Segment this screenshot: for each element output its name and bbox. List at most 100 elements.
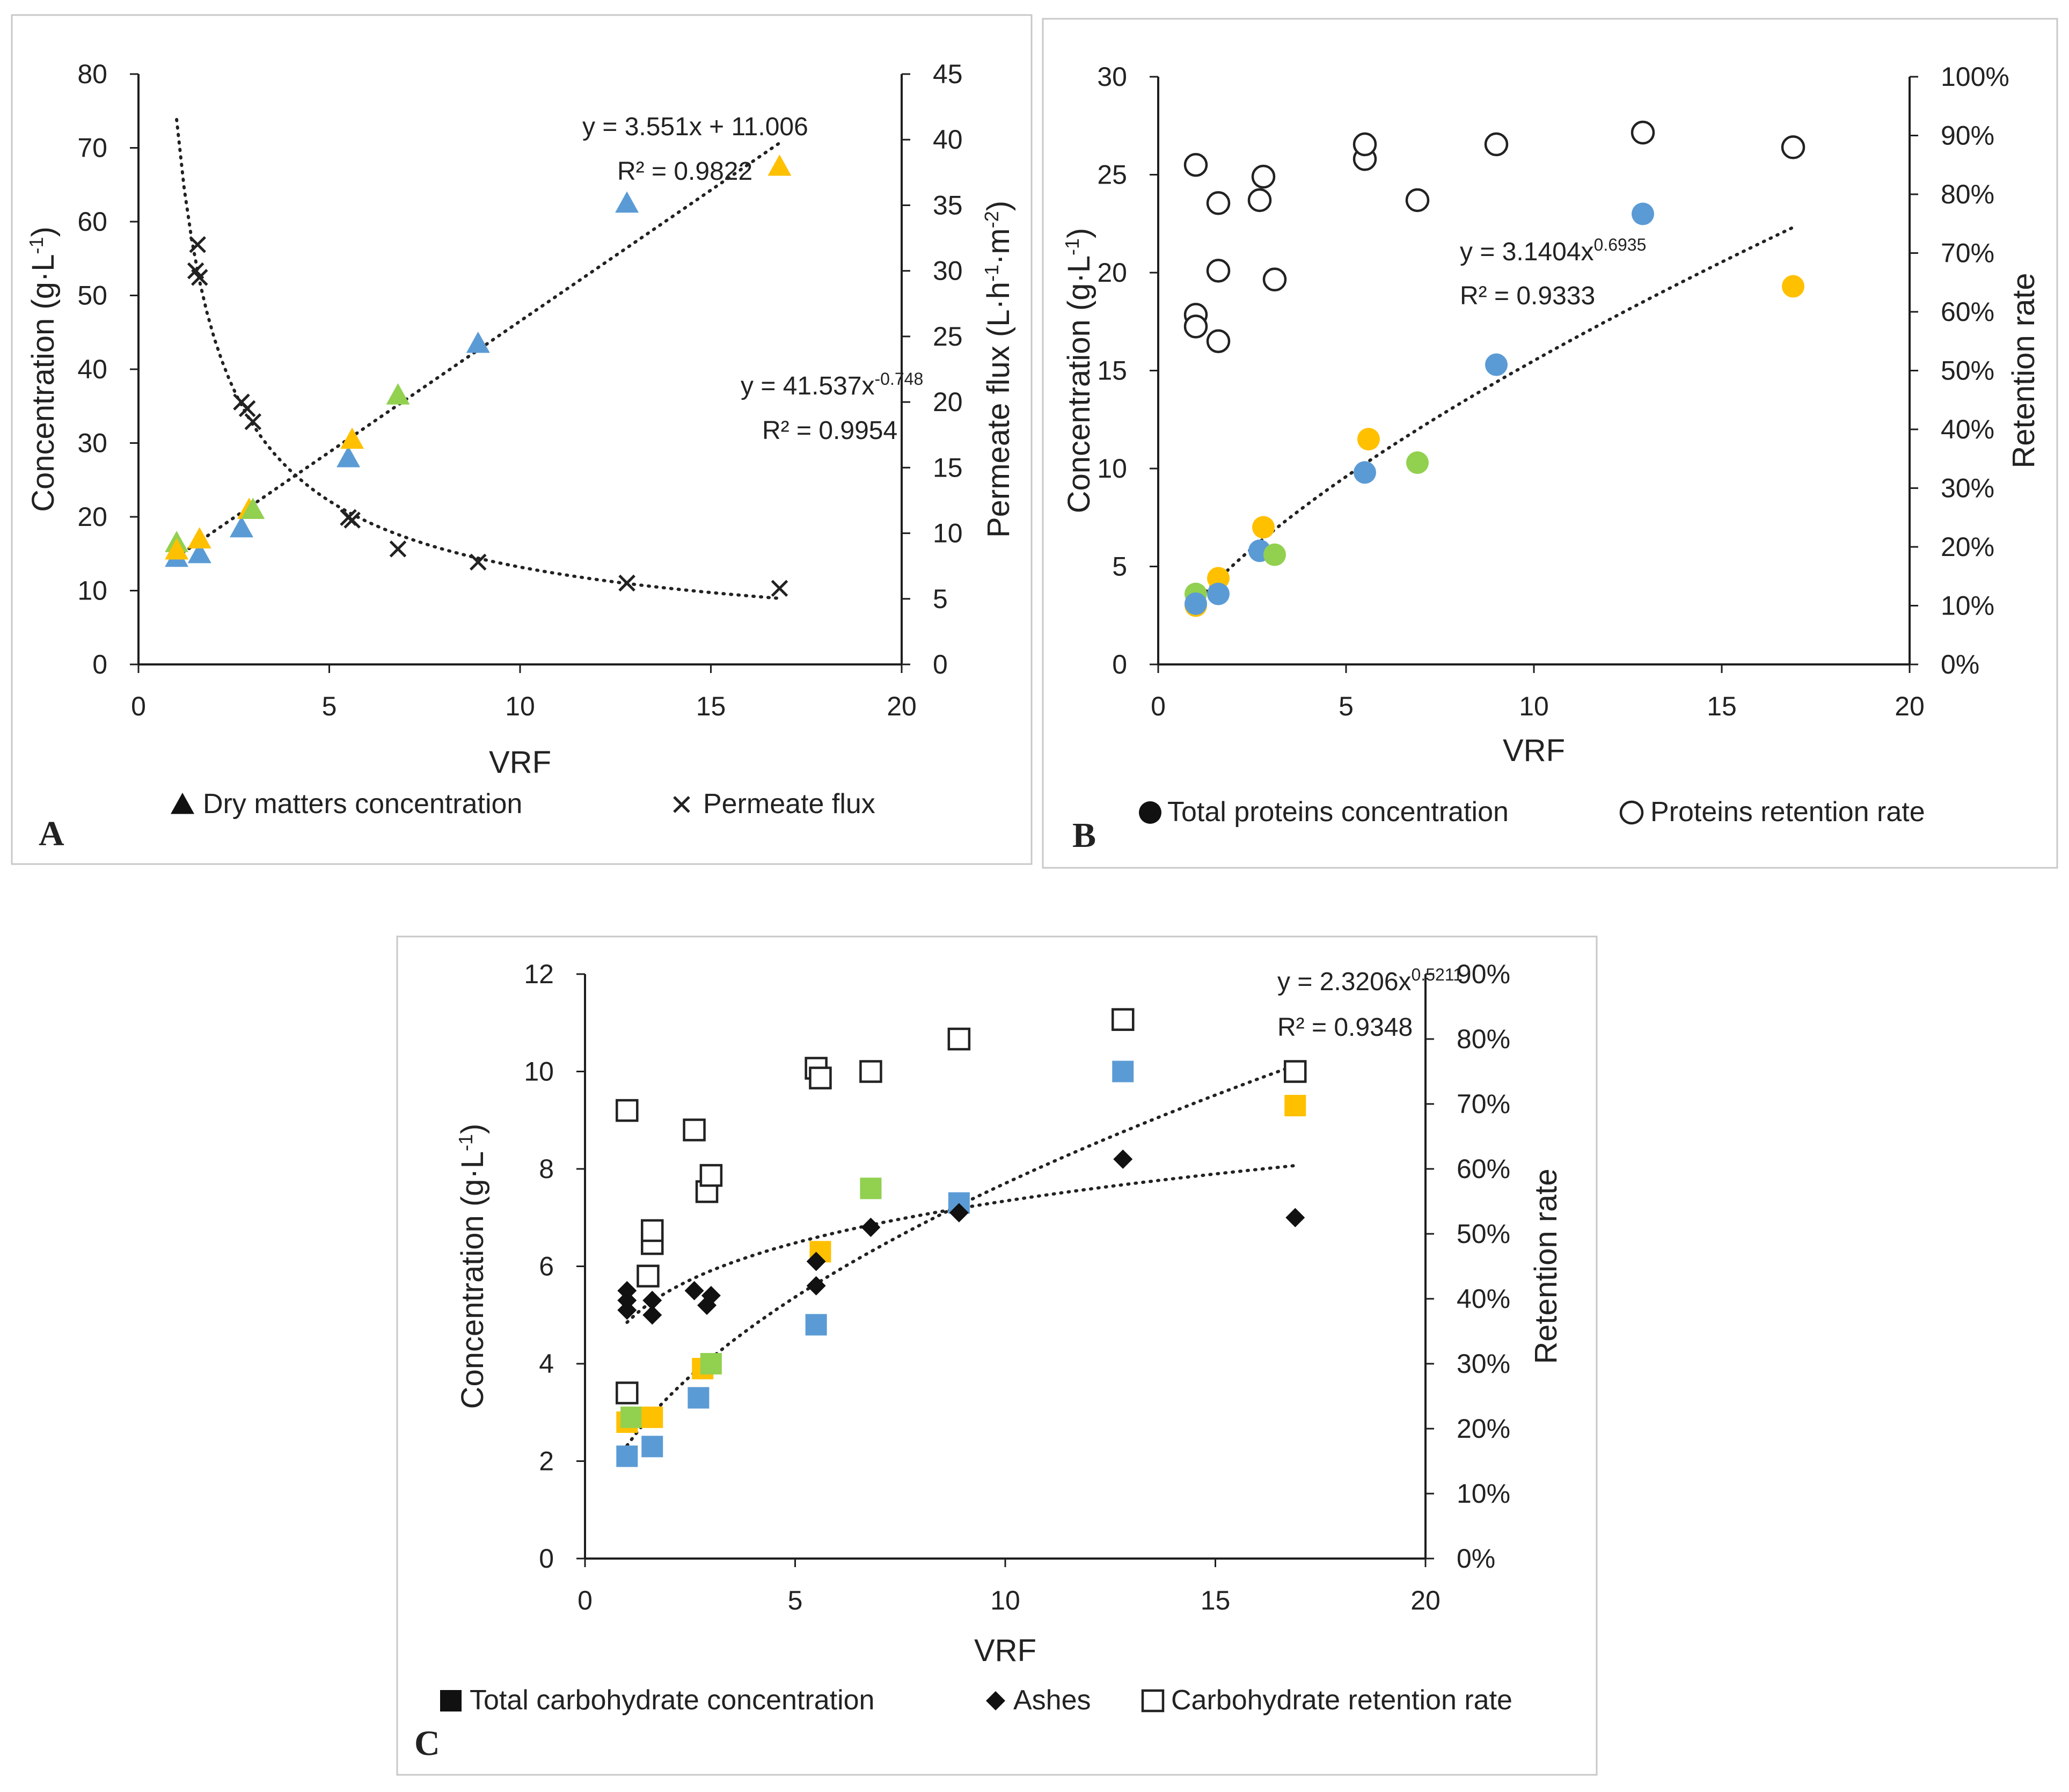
data-point <box>340 427 364 449</box>
y2-axis-label-part: Permeate flux (L·h <box>981 282 1016 538</box>
y2-tick-label: 0% <box>1457 1544 1495 1574</box>
data-point <box>616 1099 639 1122</box>
x-axis-label: VRF <box>1503 733 1565 768</box>
y-axis-label-part: -1 <box>455 1134 477 1151</box>
data-point <box>1247 188 1272 213</box>
data-point <box>806 1252 826 1271</box>
y2-tick-label: 0% <box>1941 649 1979 679</box>
data-point <box>642 1291 662 1311</box>
data-point <box>684 1281 704 1300</box>
y2-tick-label: 30% <box>1941 473 1994 503</box>
data-point <box>1111 1008 1135 1031</box>
y2-axis-label: Retention rate <box>2006 273 2041 468</box>
trend-r-squared: R² = 0.9348 <box>1277 1013 1413 1042</box>
data-point <box>1206 191 1231 215</box>
legend-marker <box>1139 801 1161 824</box>
y2-tick-label: 30% <box>1457 1349 1510 1379</box>
data-point <box>809 1066 832 1089</box>
data-point <box>641 1219 664 1242</box>
data-point <box>947 1027 971 1051</box>
data-point <box>1113 1149 1133 1169</box>
y-tick-label: 10 <box>524 1057 554 1087</box>
y2-tick-label: 60% <box>1457 1154 1510 1184</box>
data-point <box>1352 132 1377 157</box>
data-point <box>1185 592 1207 615</box>
trend-equation: y = 3.1404x0.6935 <box>1460 235 1646 266</box>
data-point <box>1207 567 1230 590</box>
y2-tick-label: 70% <box>1457 1089 1510 1119</box>
trend-equation-base: y = 41.537x <box>741 372 875 400</box>
legend-label: Dry matters concentration <box>203 788 522 820</box>
data-point <box>1112 1060 1134 1082</box>
y-tick-label: 80 <box>77 59 107 89</box>
x-tick-label: 20 <box>1895 691 1925 721</box>
panel-b-letter: B <box>1072 816 1096 855</box>
y-tick-label: 10 <box>1097 454 1127 484</box>
y2-tick-label: 10 <box>933 518 963 548</box>
data-point <box>238 400 256 418</box>
y-tick-label: 0 <box>1112 649 1127 679</box>
data-point <box>617 1291 637 1311</box>
trend-equation: y = 3.551x + 11.006 <box>582 113 808 141</box>
data-point <box>1406 451 1429 474</box>
y2-tick-label: 25 <box>933 321 963 352</box>
panel-c-frame <box>396 935 1598 1776</box>
data-point <box>683 1118 706 1142</box>
y2-tick-label: 50% <box>1941 356 1994 386</box>
data-point <box>1405 188 1430 213</box>
y-tick-label: 0 <box>539 1544 554 1574</box>
data-point <box>860 1177 882 1199</box>
data-point <box>165 538 189 560</box>
x-tick-label: 0 <box>1151 691 1166 721</box>
y2-tick-label: 70% <box>1941 238 1994 268</box>
y-axis-label-part: ) <box>455 1124 490 1134</box>
y2-tick-label: 50% <box>1457 1219 1510 1249</box>
data-point <box>949 1203 969 1223</box>
x-tick-label: 0 <box>131 691 146 721</box>
y2-tick-label: 90% <box>1457 959 1510 989</box>
trend-equation: y = 41.537x-0.748 <box>741 369 923 400</box>
y-tick-label: 0 <box>92 649 107 679</box>
data-point <box>1183 153 1208 177</box>
y2-tick-label: 20% <box>1457 1414 1510 1444</box>
y2-tick-label: 80% <box>1457 1024 1510 1054</box>
data-point <box>618 574 635 592</box>
x-tick-label: 15 <box>1707 691 1737 721</box>
data-point <box>244 413 262 430</box>
data-point <box>1357 428 1380 451</box>
y-tick-label: 30 <box>77 428 107 458</box>
y-tick-label: 8 <box>539 1154 554 1184</box>
data-point <box>642 1305 662 1325</box>
trend-equation-exponent: -0.748 <box>875 369 924 389</box>
y2-axis-label-part: Retention rate <box>1529 1168 1563 1364</box>
legend-label: Permeate flux <box>703 788 875 820</box>
y2-tick-label: 30 <box>933 256 963 286</box>
data-point <box>1631 120 1655 145</box>
y-tick-label: 60 <box>77 207 107 237</box>
data-point <box>1251 164 1276 189</box>
y2-tick-label: 15 <box>933 452 963 482</box>
y-tick-label: 40 <box>77 354 107 384</box>
data-point <box>187 527 211 548</box>
legend-label: Carbohydrate retention rate <box>1171 1685 1512 1716</box>
y-tick-label: 50 <box>77 281 107 311</box>
data-point <box>641 1436 663 1458</box>
data-point <box>620 1406 642 1428</box>
data-point <box>771 580 788 597</box>
y2-tick-label: 20 <box>933 387 963 417</box>
y-axis-label-part: -1 <box>25 237 47 254</box>
data-point <box>337 446 361 467</box>
data-point <box>641 1406 663 1428</box>
x-tick-label: 5 <box>322 691 337 721</box>
y-tick-label: 4 <box>539 1349 554 1379</box>
panel-b-frame <box>1042 18 2058 869</box>
y2-tick-label: 45 <box>933 59 963 89</box>
y-axis-label-part: Concentration (g·L <box>1062 255 1096 513</box>
data-point <box>1781 135 1805 159</box>
data-point <box>861 1217 881 1237</box>
y2-axis-label-part: -1 <box>981 265 1003 282</box>
y-axis-label-part: ) <box>1062 228 1096 238</box>
y-tick-label: 6 <box>539 1252 554 1282</box>
y2-tick-label: 5 <box>933 584 948 614</box>
